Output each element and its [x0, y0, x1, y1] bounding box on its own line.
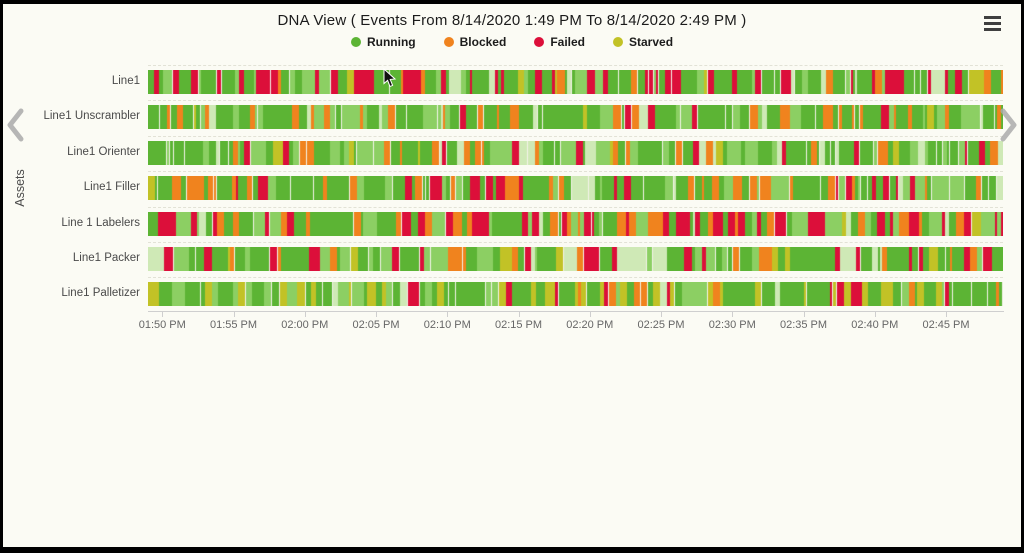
legend-item-failed[interactable]: Failed [534, 35, 585, 49]
x-axis-tick [803, 311, 805, 317]
dna-strip-line1[interactable] [148, 70, 1003, 94]
asset-row-label: Line1 Packer [72, 252, 140, 264]
row-separator [148, 277, 1003, 279]
asset-row-label: Line1 Orienter [67, 145, 140, 158]
legend: Running Blocked Failed Starved [3, 35, 1021, 49]
row-separator [148, 206, 1003, 208]
x-axis-tick [589, 311, 591, 317]
legend-label: Blocked [459, 35, 507, 49]
running-dot-icon [350, 37, 361, 47]
hamburger-menu-icon[interactable] [984, 14, 1001, 33]
x-axis-tick [376, 311, 377, 317]
x-axis-tick-label: 02:25 PM [637, 319, 685, 331]
blocked-dot-icon [443, 37, 454, 47]
x-axis-tick-label: 01:50 PM [138, 319, 186, 331]
chevron-right-icon[interactable] [999, 108, 1019, 142]
x-axis-tick-label: 02:35 PM [779, 319, 828, 331]
asset-row-label: Line1 Filler [83, 181, 140, 194]
x-axis-tick-label: 02:05 PM [352, 319, 400, 331]
dna-strip-line1-unscrambler[interactable] [148, 105, 1003, 130]
legend-item-starved[interactable]: Starved [613, 35, 673, 49]
x-axis-tick [304, 311, 306, 317]
row-separator [148, 100, 1003, 102]
x-axis-tick-label: 02:00 PM [281, 319, 329, 331]
dna-strip-line1-orienter[interactable] [148, 140, 1003, 165]
x-axis-tick [874, 311, 876, 317]
x-axis-tick-label: 02:15 PM [494, 319, 543, 331]
x-axis-tick [233, 311, 235, 317]
dna-strip-line1-palletizer[interactable] [148, 282, 1003, 307]
row-separator [148, 242, 1003, 243]
legend-item-blocked[interactable]: Blocked [443, 35, 507, 49]
dna-view-panel: DNA View ( Events From 8/14/2020 1:49 PM… [3, 4, 1021, 547]
asset-row-label: Line1 Palletizer [61, 287, 140, 300]
failed-dot-icon [534, 37, 545, 47]
x-axis-tick-label: 02:30 PM [708, 319, 756, 331]
hamburger-bar [984, 22, 1001, 25]
asset-row-label: Line1 Unscrambler [43, 110, 140, 123]
legend-item-running[interactable]: Running [350, 35, 416, 49]
legend-label: Running [366, 35, 416, 49]
chevron-left-icon[interactable] [5, 108, 25, 142]
row-separator [148, 171, 1003, 173]
chart-title: DNA View ( Events From 8/14/2020 1:49 PM… [277, 12, 747, 29]
x-axis-tick-label: 02:45 PM [922, 319, 970, 331]
row-separator [148, 135, 1003, 137]
x-axis-tick [732, 311, 734, 317]
dna-strip-line1-filler[interactable] [148, 176, 1003, 201]
hamburger-bar [984, 16, 1001, 19]
dna-strip-line1-packer[interactable] [148, 247, 1003, 271]
x-axis-tick [447, 311, 449, 317]
x-axis-tick [162, 311, 164, 317]
x-axis-tick-label: 02:20 PM [566, 319, 614, 331]
asset-row-label: Line1 [111, 75, 140, 87]
legend-label: Starved [629, 35, 674, 49]
asset-row-label: Line 1 Labelers [61, 216, 140, 229]
x-axis-tick [946, 311, 947, 317]
x-axis-tick [518, 311, 520, 317]
hamburger-bar [984, 28, 1001, 31]
x-axis-tick-label: 02:40 PM [851, 319, 899, 331]
x-axis-tick [661, 311, 662, 317]
x-axis-line [148, 311, 1004, 312]
x-axis-tick-label: 01:55 PM [209, 319, 258, 331]
corner-patch [952, 4, 1021, 5]
legend-label: Failed [550, 35, 585, 49]
dna-strip-line-1-labelers[interactable] [148, 211, 1003, 236]
x-axis-tick-label: 02:10 PM [423, 319, 471, 331]
starved-dot-icon [613, 37, 623, 47]
row-separator [148, 65, 1003, 66]
